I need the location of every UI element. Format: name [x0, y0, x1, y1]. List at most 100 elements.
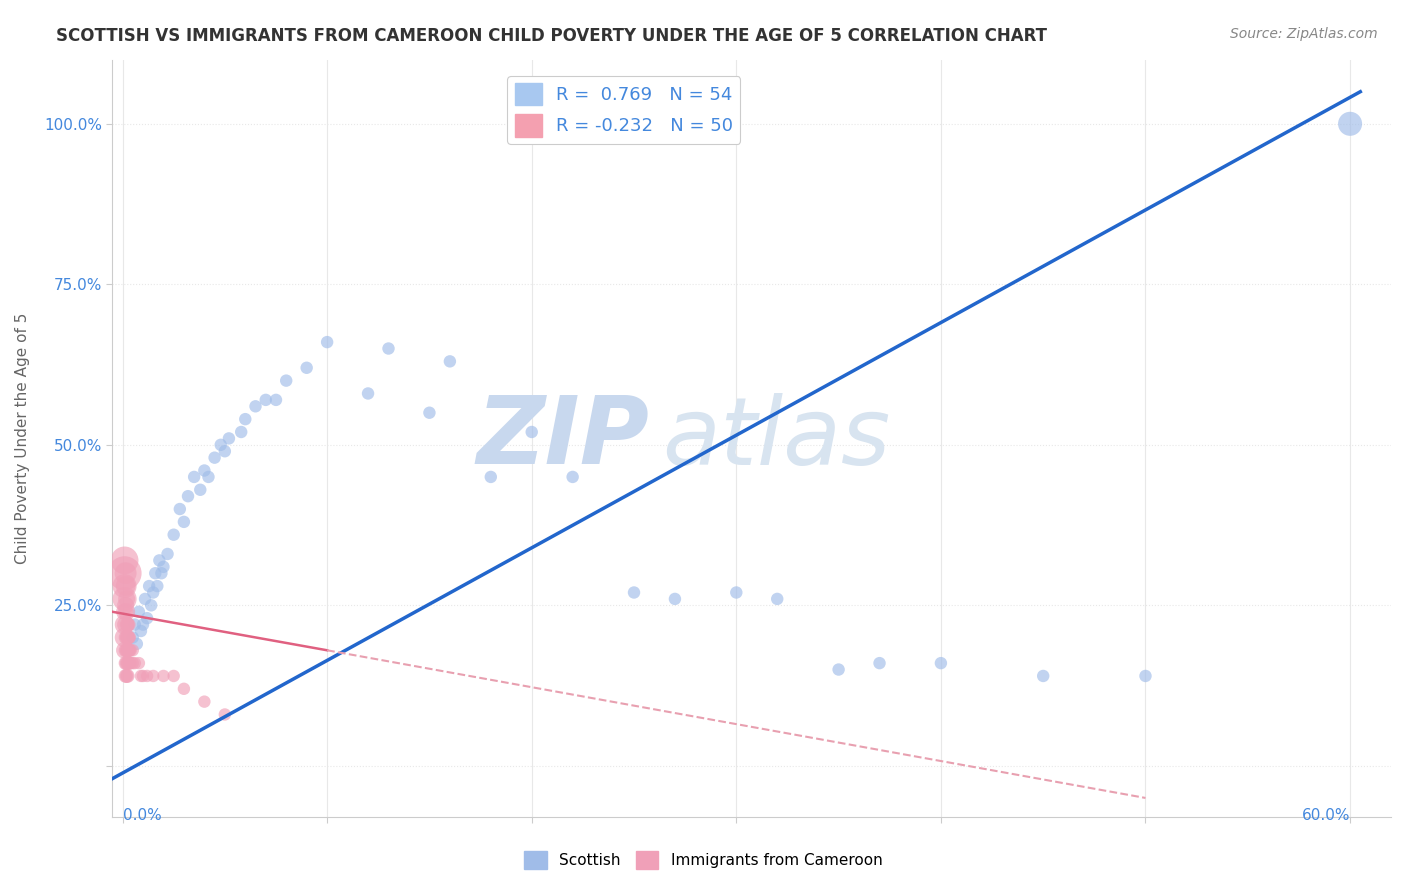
Point [316, 335, 339, 350]
Text: Source: ZipAtlas.com: Source: ZipAtlas.com [1230, 27, 1378, 41]
Point [121, 631, 143, 645]
Point [214, 707, 236, 722]
Point [129, 669, 152, 683]
Point [114, 579, 136, 593]
Point [114, 617, 136, 632]
Point [141, 599, 163, 613]
Point [118, 643, 141, 657]
Point [142, 669, 165, 683]
Point [114, 605, 136, 619]
Point [152, 559, 174, 574]
Point [118, 631, 141, 645]
Point [115, 631, 138, 645]
Text: SCOTTISH VS IMMIGRANTS FROM CAMEROON CHILD POVERTY UNDER THE AGE OF 5 CORRELATIO: SCOTTISH VS IMMIGRANTS FROM CAMEROON CHI… [56, 27, 1047, 45]
Point [163, 669, 186, 683]
Point [439, 354, 461, 368]
Point [169, 502, 191, 516]
Legend: R =  0.769   N = 54, R = -0.232   N = 50: R = 0.769 N = 54, R = -0.232 N = 50 [508, 76, 741, 144]
Point [204, 450, 226, 465]
Point [118, 643, 141, 657]
Point [827, 663, 849, 677]
Point [183, 470, 205, 484]
Legend: Scottish, Immigrants from Cameroon: Scottish, Immigrants from Cameroon [517, 845, 889, 875]
Point [124, 656, 146, 670]
Point [118, 656, 141, 670]
Point [129, 624, 152, 638]
Point [218, 431, 240, 445]
Point [114, 599, 136, 613]
Point [117, 656, 139, 670]
Point [117, 669, 139, 683]
Point [114, 631, 136, 645]
Y-axis label: Child Poverty Under the Age of 5: Child Poverty Under the Age of 5 [15, 313, 30, 564]
Point [150, 566, 173, 581]
Point [1032, 669, 1054, 683]
Point [152, 669, 174, 683]
Point [128, 656, 150, 670]
Point [377, 342, 399, 356]
Point [136, 669, 159, 683]
Point [231, 425, 253, 439]
Point [124, 617, 146, 632]
Point [114, 656, 136, 670]
Point [173, 681, 195, 696]
Point [418, 406, 440, 420]
Point [869, 656, 891, 670]
Point [766, 591, 789, 606]
Point [120, 643, 142, 657]
Point [128, 605, 150, 619]
Point [146, 579, 169, 593]
Point [479, 470, 502, 484]
Point [114, 631, 136, 645]
Point [118, 656, 141, 670]
Point [136, 611, 159, 625]
Point [156, 547, 179, 561]
Point [929, 656, 952, 670]
Point [214, 444, 236, 458]
Point [118, 631, 141, 645]
Point [254, 392, 277, 407]
Point [115, 643, 138, 657]
Point [173, 515, 195, 529]
Point [114, 591, 136, 606]
Point [264, 392, 287, 407]
Point [115, 617, 138, 632]
Text: atlas: atlas [662, 392, 890, 483]
Point [664, 591, 686, 606]
Point [245, 399, 267, 413]
Point [114, 643, 136, 657]
Point [561, 470, 583, 484]
Text: 0.0%: 0.0% [122, 807, 162, 822]
Point [114, 566, 136, 581]
Point [114, 617, 136, 632]
Point [114, 566, 136, 581]
Point [117, 643, 139, 657]
Point [117, 631, 139, 645]
Text: ZIP: ZIP [477, 392, 650, 484]
Point [138, 579, 160, 593]
Point [115, 669, 138, 683]
Point [177, 489, 200, 503]
Point [163, 527, 186, 541]
Point [193, 695, 215, 709]
Point [193, 463, 215, 477]
Point [114, 669, 136, 683]
Point [143, 566, 166, 581]
Point [520, 425, 543, 439]
Point [132, 617, 155, 632]
Point [134, 591, 156, 606]
Point [1339, 117, 1361, 131]
Point [233, 412, 256, 426]
Point [295, 360, 318, 375]
Text: 60.0%: 60.0% [1302, 807, 1350, 822]
Point [357, 386, 380, 401]
Point [120, 656, 142, 670]
Point [121, 656, 143, 670]
Point [1135, 669, 1157, 683]
Point [114, 553, 136, 567]
Point [148, 553, 170, 567]
Point [132, 669, 155, 683]
Point [115, 656, 138, 670]
Point [117, 617, 139, 632]
Point [121, 643, 143, 657]
